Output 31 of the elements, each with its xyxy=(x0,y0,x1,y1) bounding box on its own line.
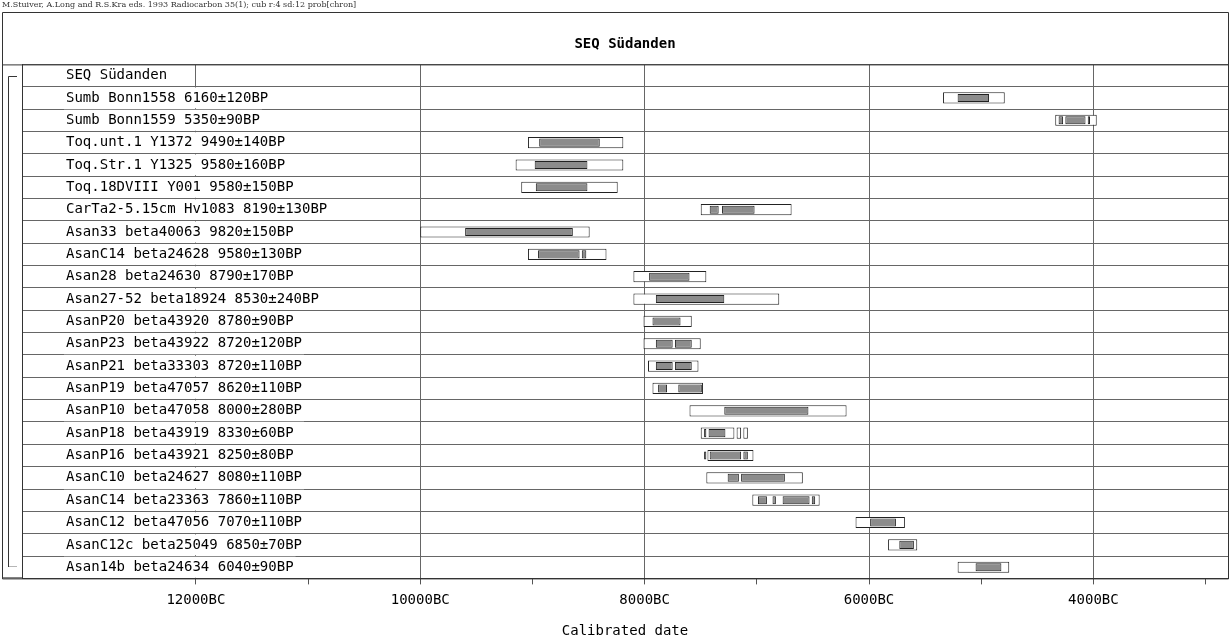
y-tick-label: AsanC14 beta23363 7860±110BP xyxy=(66,490,303,507)
y-tick-label: AsanC14 beta24628 9580±130BP xyxy=(66,245,303,261)
y-tick-label: Toq.unt.1 Y1372 9490±140BP xyxy=(66,133,286,150)
y-tick-label: Asan28 beta24630 8790±170BP xyxy=(66,267,294,284)
y-tick-label: AsanC10 beta24627 8080±110BP xyxy=(66,468,303,485)
y-tick-label: Sumb Bonn1559 5350±90BP xyxy=(66,110,260,127)
y-tick-label: Toq.Str.1 Y1325 9580±160BP xyxy=(66,155,286,172)
y-tick-label: AsanP18 beta43919 8330±60BP xyxy=(66,423,294,440)
x-tick-label: 12000BC xyxy=(166,591,226,608)
x-tick-label: 6000BC xyxy=(843,591,895,608)
y-tick-label: AsanP16 beta43921 8250±80BP xyxy=(66,446,294,463)
y-tick-label: CarTa2-5.15cm Hv1083 8190±130BP xyxy=(66,200,328,217)
y-tick-label: Asan27-52 beta18924 8530±240BP xyxy=(66,289,319,306)
text: M.Stuiver, A.Long and R.S.Kra eds. 1993 Radiocarbon 35(1); cub r:4 sd:12 prob[chron] xyxy=(2,0,357,10)
x-tick-label: 10000BC xyxy=(390,591,450,608)
x-axis-title: Calibrated date xyxy=(561,622,689,639)
y-tick-label: Sumb Bonn1558 6160±120BP xyxy=(66,88,269,105)
chart-title: SEQ Südanden xyxy=(574,34,676,51)
y-tick-label: AsanP21 beta33303 8720±110BP xyxy=(66,356,303,373)
y-tick-label: AsanC12c beta25049 6850±70BP xyxy=(66,535,303,552)
y-tick-label: Asan14b beta24634 6040±90BP xyxy=(66,557,294,574)
x-tick-label: 4000BC xyxy=(1068,591,1119,608)
y-tick-label: AsanP10 beta47058 8000±280BP xyxy=(66,401,303,418)
y-tick-label: AsanP19 beta47057 8620±110BP xyxy=(66,379,303,396)
x-tick-label: 8000BC xyxy=(619,591,670,608)
y-tick-label: Toq.18DVIII Y001 9580±150BP xyxy=(66,177,294,194)
y-tick-label: AsanC12 beta47056 7070±110BP xyxy=(66,513,303,530)
y-tick-label: AsanP23 beta43922 8720±120BP xyxy=(66,334,303,351)
y-tick-label: SEQ Südanden xyxy=(66,66,168,83)
y-tick-label: AsanP20 beta43920 8780±90BP xyxy=(66,312,294,329)
y-tick-label: Asan33 beta40063 9820±150BP xyxy=(66,222,294,239)
